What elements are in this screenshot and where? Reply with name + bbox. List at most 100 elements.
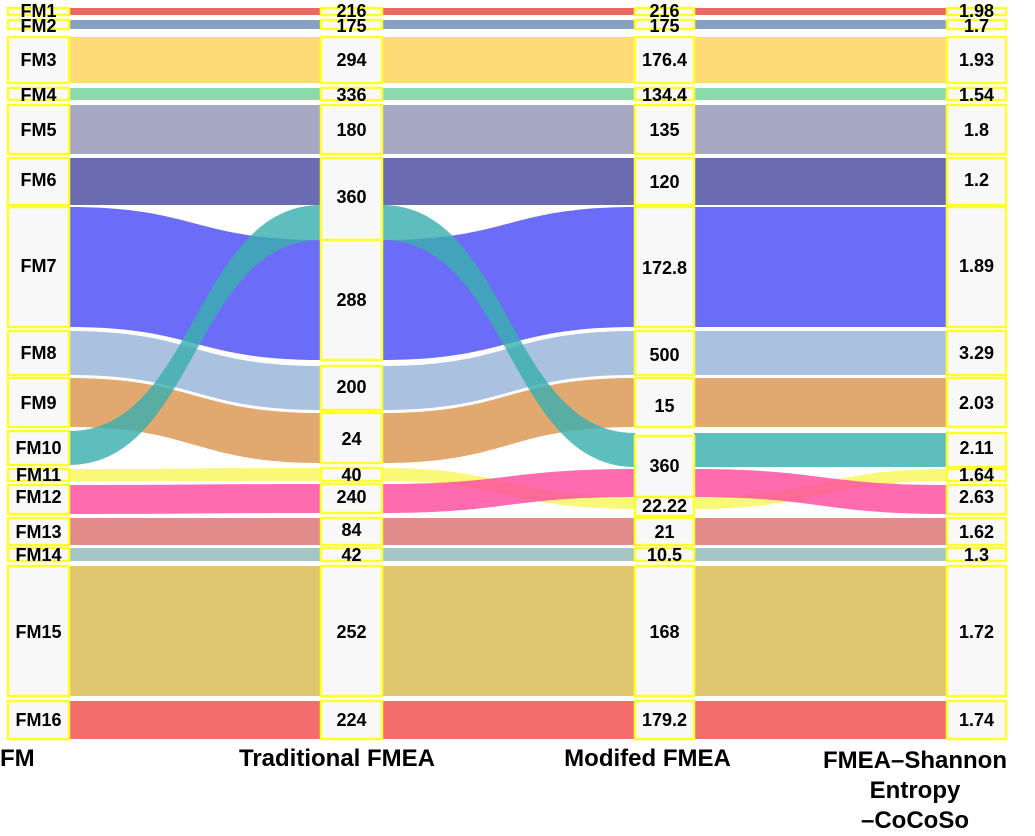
label-fm16-fm: FM16 <box>15 710 61 730</box>
node-fm1-modified <box>633 6 696 17</box>
label-fm1-cocoso: 1.98 <box>959 1 994 21</box>
flow-segment-fm2-2 <box>382 20 635 29</box>
node-fm10-fm <box>6 429 71 467</box>
node-fm9-traditional <box>319 411 384 465</box>
flow-segment-fm4-1 <box>69 88 321 100</box>
flow-segment-fm13-3 <box>694 518 947 545</box>
node-fm11-modified <box>633 495 696 518</box>
label-fm15-modified: 168 <box>649 622 679 642</box>
label-fm7-fm: FM7 <box>21 256 57 276</box>
flow-segment-fm4-2 <box>382 88 635 100</box>
node-fm15-cocoso <box>945 564 1008 698</box>
label-fm4-traditional: 336 <box>336 85 366 105</box>
label-fm12-fm: FM12 <box>15 487 61 507</box>
node-fm12-traditional <box>319 482 384 515</box>
label-fm10-fm: FM10 <box>15 438 61 458</box>
flow-segment-fm13-2 <box>382 518 635 545</box>
flow-segment-fm15-2 <box>382 566 635 696</box>
label-fm14-modified: 10.5 <box>647 545 682 565</box>
node-fm6-modified <box>633 156 696 207</box>
node-fm8-traditional <box>319 364 384 412</box>
flow-fm5 <box>69 105 947 154</box>
node-fm5-modified <box>633 103 696 156</box>
flow-fm14 <box>69 548 947 561</box>
flow-layer <box>69 8 947 739</box>
flow-fm3 <box>69 37 947 83</box>
label-fm1-fm: FM1 <box>21 1 57 21</box>
flow-segment-fm2-3 <box>694 20 947 29</box>
label-fm8-cocoso: 3.29 <box>959 343 994 363</box>
node-fm9-cocoso <box>945 376 1008 429</box>
label-fm14-cocoso: 1.3 <box>964 545 989 565</box>
flow-segment-fm16-1 <box>69 701 321 739</box>
label-fm4-fm: FM4 <box>21 85 57 105</box>
node-fm8-modified <box>633 329 696 377</box>
axis-label-traditional-fmea: Traditional FMEA <box>238 745 435 772</box>
node-fm3-modified <box>633 35 696 85</box>
flow-fm15 <box>69 566 947 696</box>
flow-segment-fm6-1 <box>69 158 321 205</box>
node-fm12-cocoso <box>945 483 1008 516</box>
flow-fm10 <box>69 205 947 467</box>
label-fm3-fm: FM3 <box>21 50 57 70</box>
node-fm4-cocoso <box>945 86 1008 102</box>
label-fm9-traditional: 24 <box>341 429 361 449</box>
label-fm15-cocoso: 1.72 <box>959 622 994 642</box>
node-fm4-fm <box>6 86 71 102</box>
label-fm2-fm: FM2 <box>21 16 57 36</box>
node-fm15-traditional <box>319 564 384 698</box>
label-fm1-modified: 216 <box>649 1 679 21</box>
node-fm14-modified <box>633 546 696 563</box>
node-fm3-cocoso <box>945 35 1008 85</box>
label-fm16-cocoso: 1.74 <box>959 710 994 730</box>
node-fm8-cocoso <box>945 329 1008 377</box>
node-fm12-fm <box>6 483 71 516</box>
flow-segment-fm15-3 <box>694 566 947 696</box>
flow-segment-fm2-1 <box>69 20 321 29</box>
flow-segment-fm8-3 <box>694 331 947 375</box>
node-fm11-cocoso <box>945 467 1008 483</box>
label-fm13-traditional: 84 <box>341 520 361 540</box>
flow-segment-fm12-3 <box>694 469 947 514</box>
node-fm8-fm <box>6 329 71 377</box>
flow-segment-fm8-1 <box>69 331 321 410</box>
flow-fm12 <box>69 469 947 514</box>
axis-label-modified-fmea: Modifed FMEA <box>564 745 731 772</box>
label-fm2-modified: 175 <box>649 16 679 36</box>
label-fm6-modified: 120 <box>649 172 679 192</box>
label-fm15-fm: FM15 <box>15 622 61 642</box>
flow-segment-fm9-1 <box>69 378 321 463</box>
flow-segment-fm12-2 <box>382 469 635 513</box>
label-fm8-fm: FM8 <box>21 343 57 363</box>
node-fm5-traditional <box>319 103 384 156</box>
node-fm11-traditional <box>319 466 384 483</box>
label-fm8-modified: 500 <box>649 345 679 365</box>
flow-segment-fm16-3 <box>694 701 947 739</box>
label-fm11-cocoso: 1.64 <box>959 465 994 485</box>
label-fm1-traditional: 216 <box>336 1 366 21</box>
flow-fm2 <box>69 20 947 29</box>
node-fm16-traditional <box>319 699 384 741</box>
label-fm6-traditional: 360 <box>336 187 366 207</box>
node-fm2-modified <box>633 18 696 31</box>
label-fm15-traditional: 252 <box>336 622 366 642</box>
node-fm16-fm <box>6 699 71 741</box>
node-fm16-modified <box>633 699 696 741</box>
alluvial-chart-svg: FM1 216 216 1.98 FM2 175 175 1.7 FM3 294 176.4 1.93… <box>6 1 1008 741</box>
label-fm4-cocoso: 1.54 <box>959 85 994 105</box>
node-fm9-modified <box>633 376 696 429</box>
axis-label-cocoso: FMEA–Shannon Entropy –CoCoSo <box>823 747 1007 834</box>
node-fm2-cocoso <box>945 18 1008 31</box>
node-fm2-traditional <box>319 18 384 31</box>
node-fm15-modified <box>633 564 696 698</box>
label-fm5-modified: 135 <box>649 120 679 140</box>
node-layer: FM1 216 216 1.98 FM2 175 175 1.7 FM3 294 176.4 1.93… <box>6 1 1008 741</box>
node-fm14-fm <box>6 546 71 563</box>
flow-segment-fm11-1 <box>69 468 321 481</box>
node-fm10-cocoso <box>945 431 1008 469</box>
flow-segment-fm6-3 <box>694 158 947 205</box>
flow-segment-fm12-1 <box>69 484 321 514</box>
label-fm2-cocoso: 1.7 <box>964 16 989 36</box>
node-fm15-fm <box>6 564 71 698</box>
